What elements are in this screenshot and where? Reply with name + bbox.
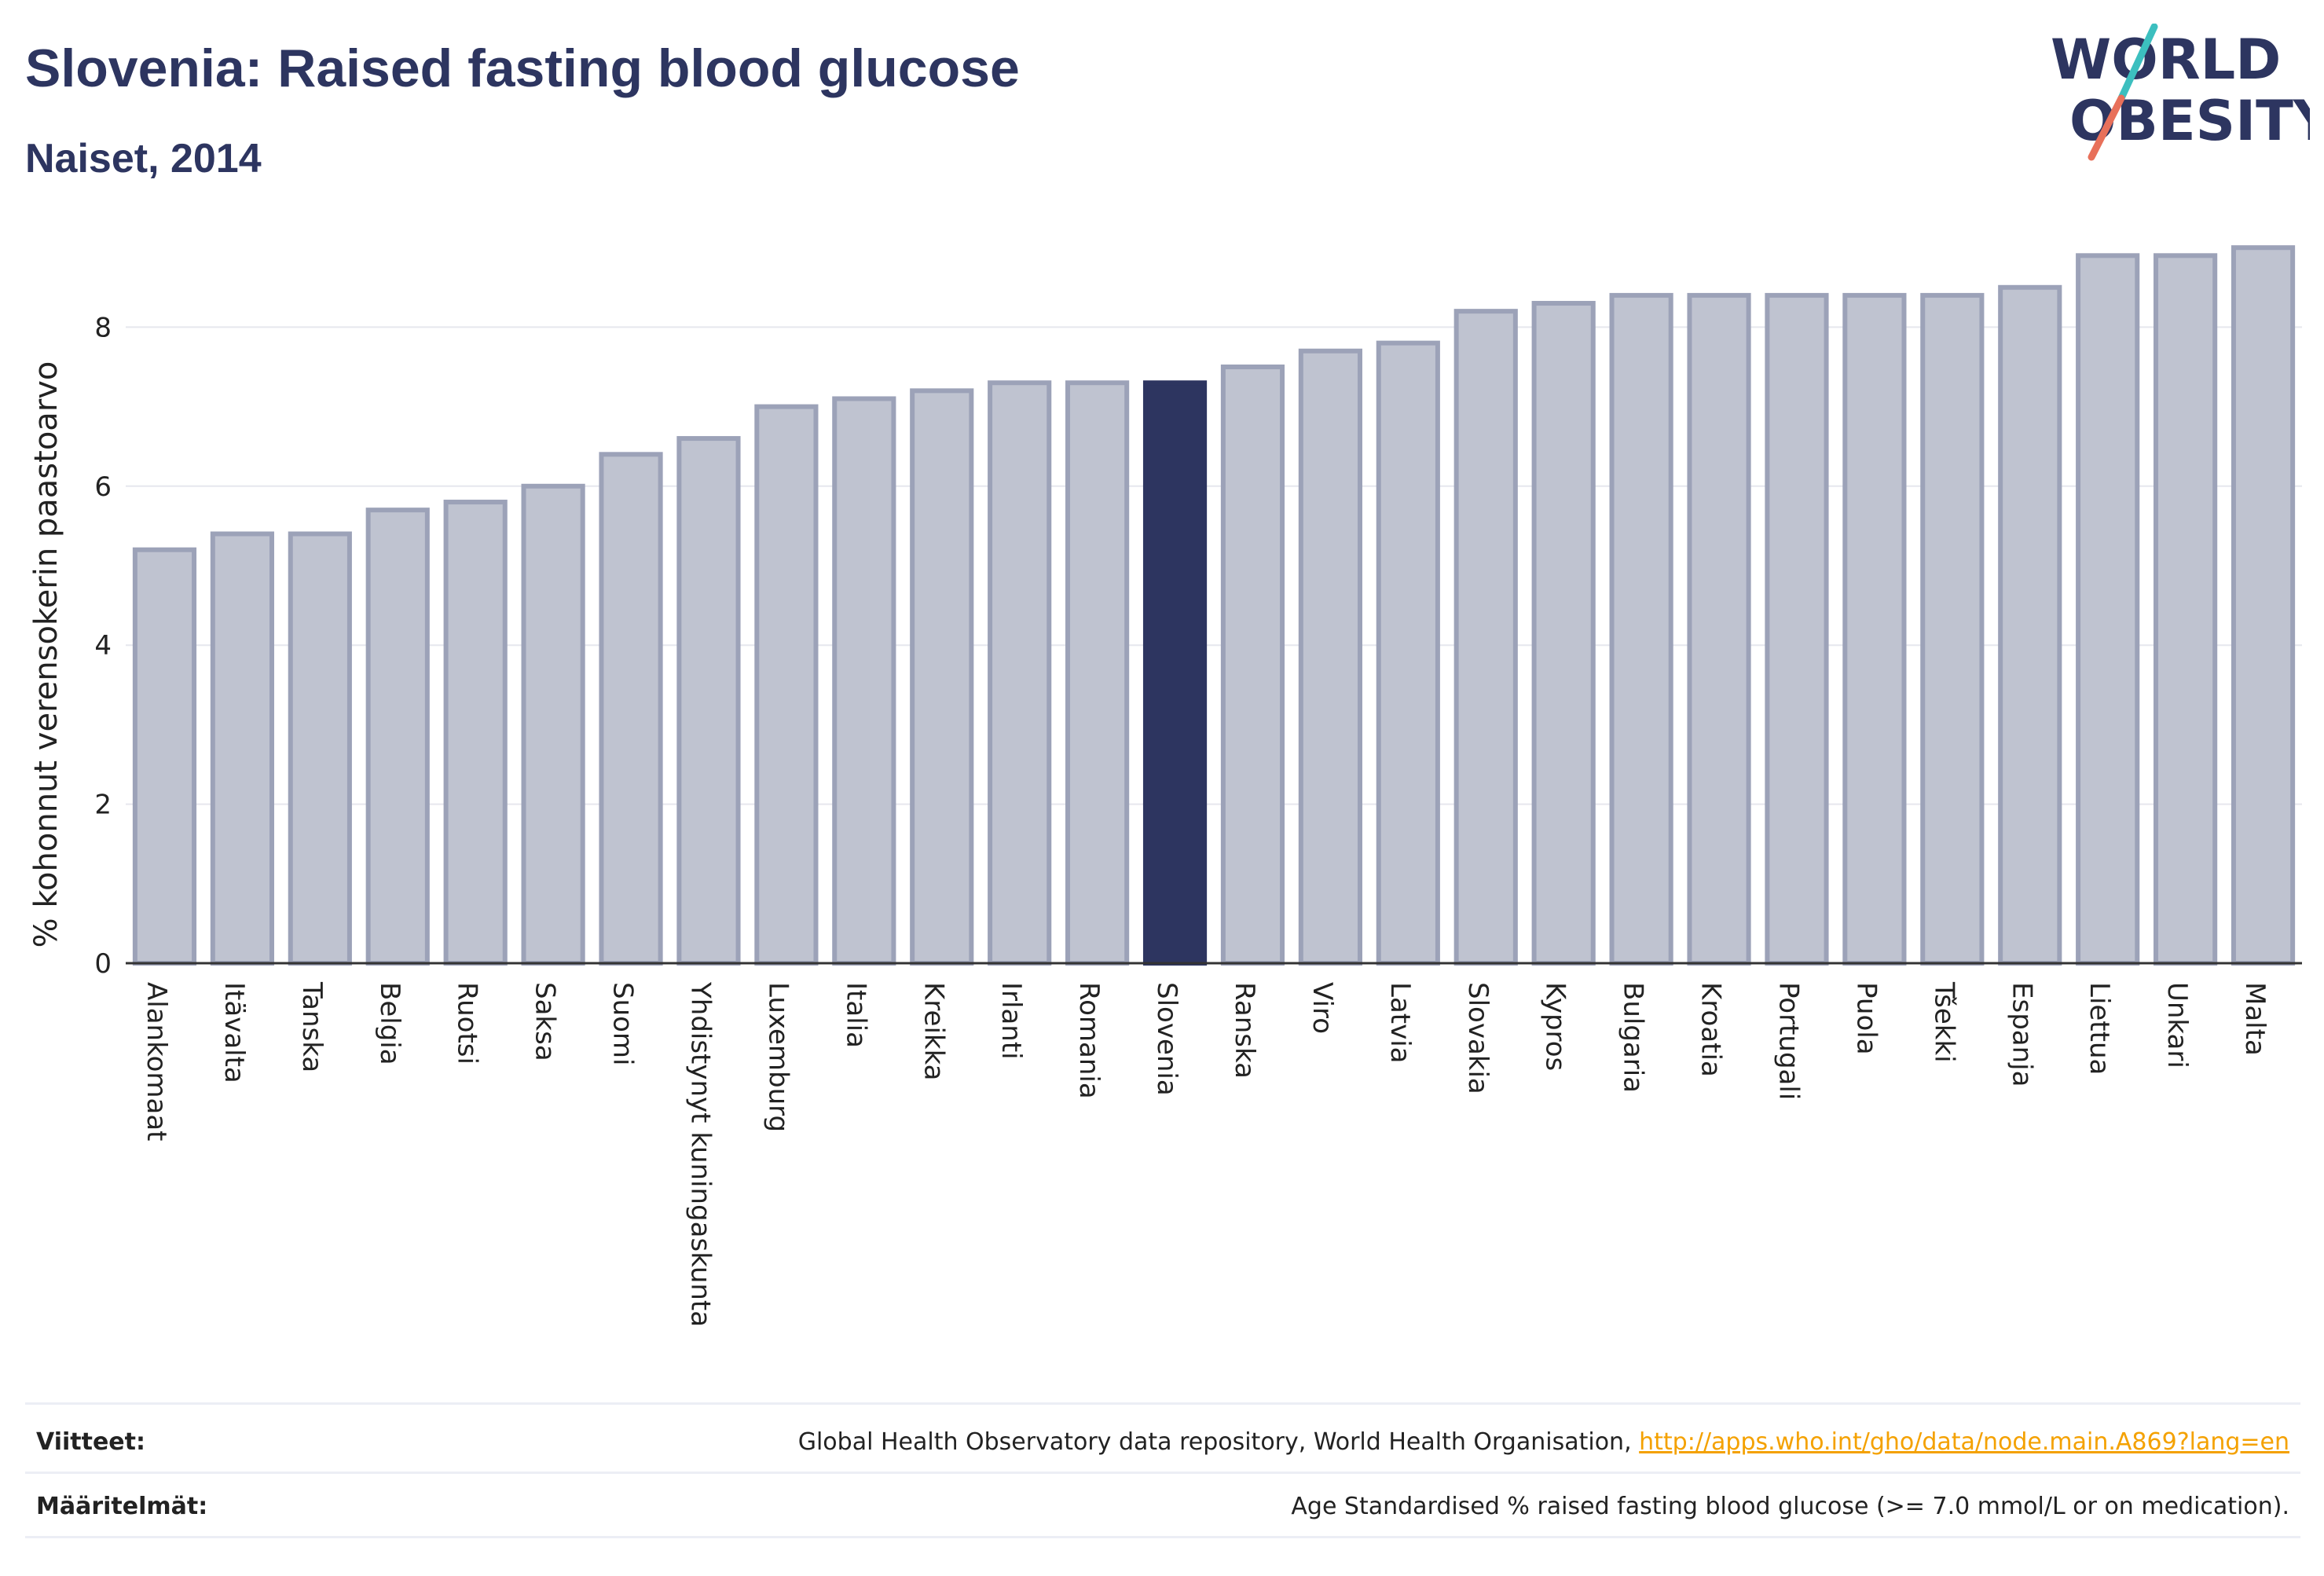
x-tick-label: Tanska — [296, 981, 328, 1072]
references-text: Global Health Observatory data repositor… — [797, 1428, 1640, 1456]
x-tick-labels: Alankomaat Itävalta Tanska Belgia Ruotsi Saks… — [141, 981, 2271, 1327]
bars — [132, 245, 2296, 966]
x-tick-label: Bulgaria — [1618, 982, 1649, 1093]
y-tick-label: 4 — [94, 630, 112, 662]
bar-italia — [832, 396, 896, 966]
x-tick-label: Portugali — [1772, 982, 1804, 1100]
bar-kreikka — [910, 388, 974, 966]
x-tick-label: Kroatia — [1695, 982, 1727, 1077]
definitions-row: Määritelmät: Age Standardised % raised f… — [25, 1475, 2300, 1538]
bar-tšekki — [1920, 292, 1985, 966]
y-tick-labels: 0 2 4 6 8 — [94, 312, 112, 980]
chart-subtitle: Naiset, 2014 — [25, 136, 262, 181]
bar-luxemburg — [754, 404, 819, 966]
bar-chart: 0 2 4 6 8 Alankomaat Itävalta Tanska Belgia Ruot… — [28, 245, 2302, 1327]
x-tick-label: Slovakia — [1462, 982, 1494, 1094]
bar-kroatia — [1687, 292, 1751, 966]
x-tick-label: Espanja — [2006, 982, 2037, 1087]
bar-belgia — [365, 508, 430, 966]
x-tick-label: Irlanti — [995, 982, 1027, 1060]
x-tick-label: Liettua — [2084, 982, 2115, 1075]
bar-suomi — [599, 452, 663, 966]
bar-portugali — [1765, 292, 1829, 966]
bar-irlanti — [988, 380, 1052, 966]
logo-line-1: WORLD — [2051, 27, 2281, 92]
references-row: Viitteet: Global Health Observatory data… — [25, 1410, 2300, 1473]
x-tick-label: Latvia — [1384, 982, 1416, 1064]
bar-alankomaat — [132, 547, 197, 966]
bar-ranska — [1220, 364, 1285, 966]
bar-itävalta — [210, 531, 274, 966]
x-tick-label: Unkari — [2161, 982, 2193, 1068]
references-value: Global Health Observatory data repositor… — [798, 1428, 2300, 1456]
x-tick-label: Kreikka — [918, 982, 949, 1081]
footer-rule-middle — [25, 1472, 2300, 1474]
footer-rule-bottom — [25, 1536, 2300, 1538]
x-tick-label: Belgia — [374, 982, 405, 1065]
world-obesity-logo: WORLD OBESITY — [2051, 24, 2310, 161]
x-tick-label: Italia — [840, 982, 871, 1048]
bar-bulgaria — [1609, 292, 1673, 966]
bar-yhdistynyt-kuningaskunta — [676, 436, 741, 966]
y-tick-label: 2 — [94, 790, 112, 821]
x-tick-label: Tšekki — [1928, 981, 1959, 1063]
x-tick-label: Luxemburg — [762, 982, 794, 1132]
bar-puola — [1842, 292, 1907, 966]
definitions-label: Määritelmät: — [36, 1492, 208, 1520]
bar-romania — [1065, 380, 1130, 966]
x-tick-label: Romania — [1073, 982, 1105, 1099]
bar-ruotsi — [443, 500, 508, 966]
x-tick-label: Saksa — [530, 982, 561, 1061]
bar-slovakia — [1453, 309, 1518, 966]
bar-slovenia — [1142, 380, 1208, 966]
x-tick-label: Itävalta — [218, 982, 250, 1083]
bar-kypros — [1531, 301, 1596, 966]
y-tick-label: 6 — [94, 471, 112, 503]
bar-liettua — [2076, 253, 2140, 966]
bar-latvia — [1376, 340, 1440, 966]
y-tick-label: 8 — [94, 312, 112, 343]
chart-title: Slovenia: Raised fasting blood glucose — [25, 38, 1020, 98]
definitions-text: Age Standardised % raised fasting blood … — [1291, 1492, 2289, 1520]
x-tick-label: Alankomaat — [141, 982, 172, 1142]
bar-malta — [2231, 245, 2296, 966]
references-label: Viitteet: — [36, 1428, 145, 1456]
logo-slash-top — [2117, 24, 2158, 102]
x-tick-label: Kypros — [1540, 982, 1571, 1071]
references-link[interactable]: http://apps.who.int/gho/data/node.main.A… — [1639, 1428, 2289, 1456]
logo-slash-bottom — [2088, 94, 2125, 161]
x-tick-label: Yhdistynyt kuningaskunta — [684, 981, 716, 1327]
x-tick-label: Puola — [1850, 982, 1882, 1055]
y-axis-title: % kohonnut verensokerin paastoarvo — [28, 361, 64, 948]
y-tick-label: 0 — [94, 948, 112, 980]
x-tick-label: Suomi — [607, 982, 639, 1066]
bar-viro — [1298, 348, 1362, 966]
footer-rule-top — [25, 1402, 2300, 1405]
x-tick-label: Viro — [1307, 982, 1338, 1034]
x-tick-label: Slovenia — [1151, 982, 1182, 1096]
bar-saksa — [521, 483, 585, 966]
bar-unkari — [2154, 253, 2218, 966]
x-tick-label: Ranska — [1229, 982, 1260, 1079]
bar-tanska — [288, 531, 352, 966]
bar-espanja — [1998, 284, 2062, 966]
x-tick-label: Malta — [2239, 982, 2271, 1056]
x-tick-label: Ruotsi — [452, 982, 483, 1065]
